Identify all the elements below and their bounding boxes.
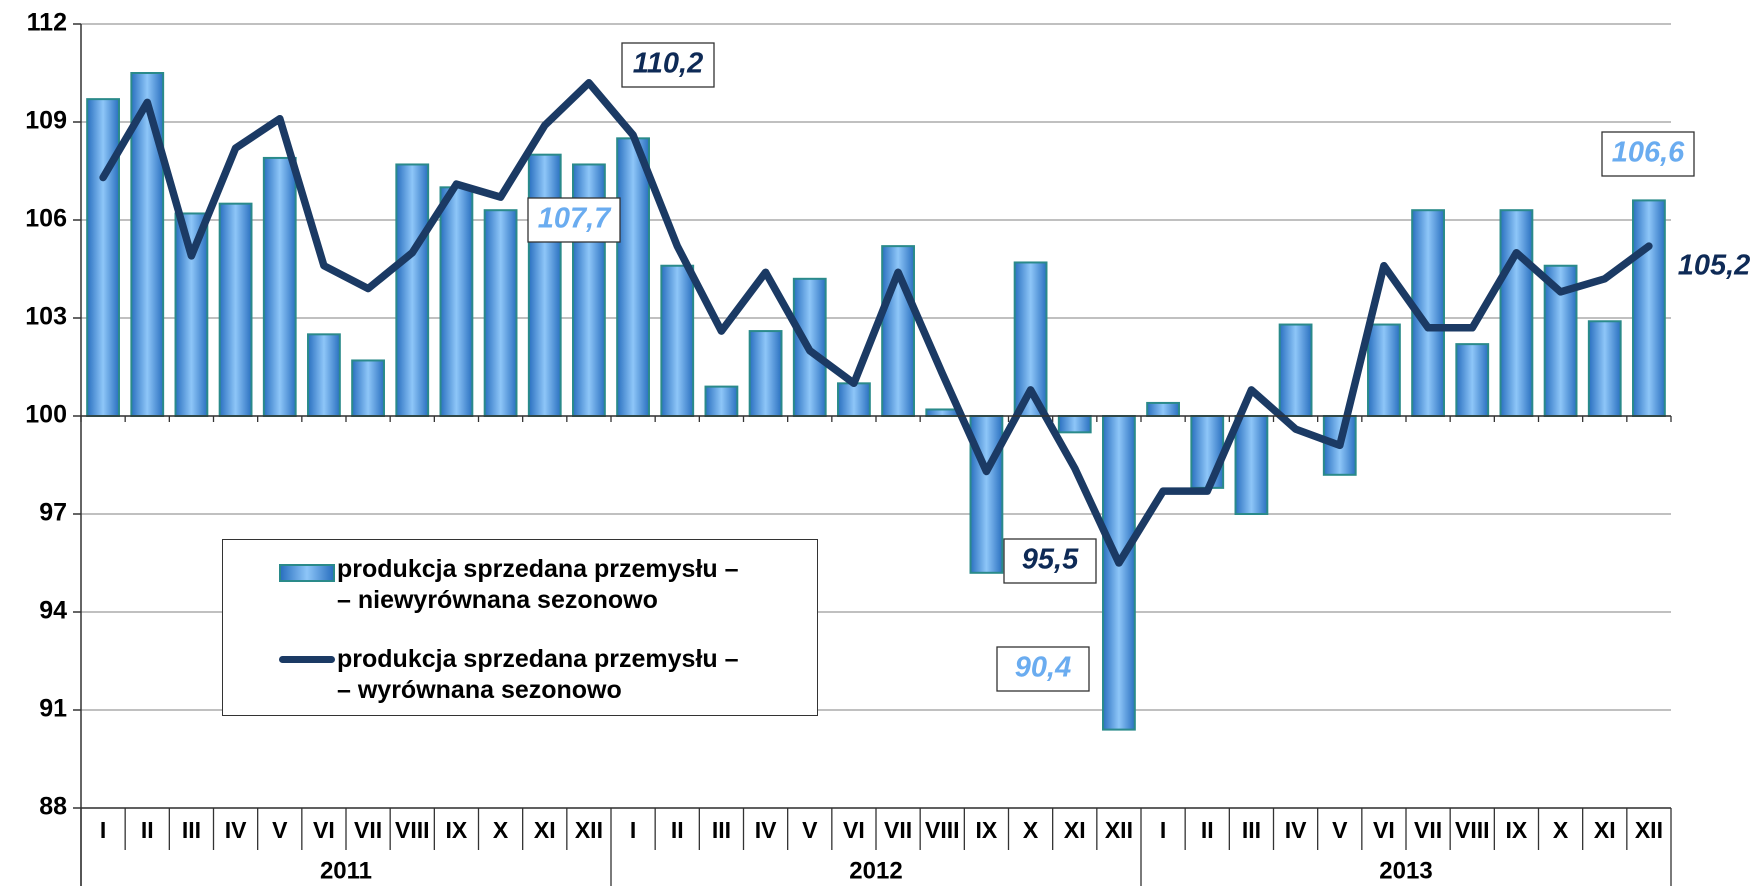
x-tick-label: I: [100, 817, 106, 843]
y-tick-label: 109: [25, 107, 67, 135]
x-tick-label: I: [630, 817, 636, 843]
x-tick-label: II: [1201, 817, 1214, 843]
x-tick-label: I: [1160, 817, 1166, 843]
x-tick-label: XI: [1594, 817, 1616, 843]
legend-label: produkcja sprzedana przemysłu – – wyrówn…: [337, 645, 739, 704]
y-tick-label: 100: [25, 401, 67, 429]
x-tick-label: III: [712, 817, 731, 843]
legend-label: produkcja sprzedana przemysłu – – niewyr…: [337, 555, 739, 614]
x-tick-label: XI: [1064, 817, 1086, 843]
annotation-box: [527, 197, 621, 243]
bar: [660, 264, 695, 417]
x-tick-label: XII: [1635, 817, 1663, 843]
x-tick-label: VIII: [925, 817, 960, 843]
legend-swatch-line: [279, 656, 335, 663]
x-tick-label: IV: [755, 817, 777, 843]
x-tick-label: IV: [225, 817, 247, 843]
annotation: 95,5: [1022, 544, 1079, 576]
bar: [307, 333, 341, 418]
x-tick-label: III: [182, 817, 201, 843]
bar: [1102, 415, 1136, 731]
bar: [527, 153, 562, 418]
bar: [1146, 401, 1180, 417]
x-tick-label: VIII: [395, 817, 430, 843]
bar: [262, 156, 297, 418]
x-tick-label: VII: [354, 817, 382, 843]
x-tick-label: III: [1242, 817, 1261, 843]
y-tick-label: 91: [39, 695, 67, 723]
bar: [925, 408, 960, 418]
y-tick-label: 106: [25, 205, 67, 233]
x-tick-label: X: [493, 817, 509, 843]
x-tick-label: X: [1023, 817, 1039, 843]
bar: [616, 137, 650, 417]
bar: [351, 359, 385, 418]
annotation-box: [621, 42, 715, 88]
x-tick-label: XII: [575, 817, 603, 843]
bar: [1190, 415, 1225, 489]
annotation-box: [1003, 538, 1097, 584]
y-tick-label: 88: [39, 793, 67, 821]
x-tick-label: VIII: [1455, 817, 1490, 843]
bar: [1234, 415, 1269, 515]
bar: [704, 385, 739, 418]
bar: [1587, 320, 1622, 417]
bar: [1455, 343, 1490, 417]
x-tick-label: VI: [1373, 817, 1395, 843]
x-tick-label: IX: [446, 817, 468, 843]
x-tick-label: IX: [976, 817, 998, 843]
bar: [1632, 199, 1666, 417]
bar: [1499, 209, 1534, 417]
x-tick-label: II: [141, 817, 154, 843]
bar: [837, 382, 871, 418]
x-tick-label: V: [1332, 817, 1348, 843]
x-tick-label: V: [272, 817, 288, 843]
group-label: 2013: [1379, 857, 1432, 884]
y-tick-label: 97: [39, 499, 67, 527]
line-series: [99, 79, 1653, 567]
annotation: 90,4: [1015, 652, 1071, 684]
annotation-bg: [1668, 245, 1758, 289]
y-tick-label: 103: [25, 303, 67, 331]
y-tick-label: 112: [27, 9, 67, 37]
bar: [395, 163, 430, 417]
x-tick-label: II: [671, 817, 684, 843]
x-tick-label: VII: [1414, 817, 1442, 843]
x-tick-label: XII: [1105, 817, 1133, 843]
annotation-box: [1601, 131, 1695, 177]
x-tick-label: IV: [1285, 817, 1307, 843]
legend-swatch-bar: [279, 564, 335, 582]
bar: [218, 202, 253, 417]
annotation: 105,2: [1678, 250, 1751, 282]
group-label: 2011: [320, 857, 372, 884]
x-tick-label: VI: [313, 817, 335, 843]
bar: [748, 330, 783, 418]
x-tick-label: X: [1553, 817, 1569, 843]
annotation: 106,6: [1612, 137, 1685, 169]
bar: [439, 186, 474, 417]
annotation: 107,7: [538, 203, 612, 235]
x-tick-label: VI: [843, 817, 865, 843]
bar: [1278, 323, 1313, 417]
bar: [1057, 415, 1092, 434]
x-tick-label: XI: [534, 817, 556, 843]
group-label: 2012: [849, 857, 902, 884]
legend: produkcja sprzedana przemysłu – – niewyr…: [222, 539, 818, 716]
y-tick-label: 94: [39, 597, 67, 625]
bar: [1367, 323, 1401, 417]
annotation-box: [996, 646, 1090, 692]
x-tick-label: V: [802, 817, 818, 843]
bar: [483, 209, 518, 417]
x-tick-label: IX: [1506, 817, 1528, 843]
bar: [86, 98, 120, 417]
x-tick-label: VII: [884, 817, 912, 843]
annotation: 110,2: [633, 48, 703, 80]
